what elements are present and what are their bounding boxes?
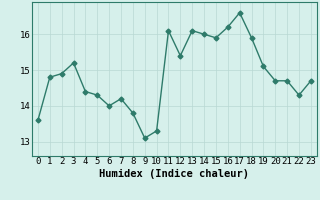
X-axis label: Humidex (Indice chaleur): Humidex (Indice chaleur)	[100, 169, 249, 179]
